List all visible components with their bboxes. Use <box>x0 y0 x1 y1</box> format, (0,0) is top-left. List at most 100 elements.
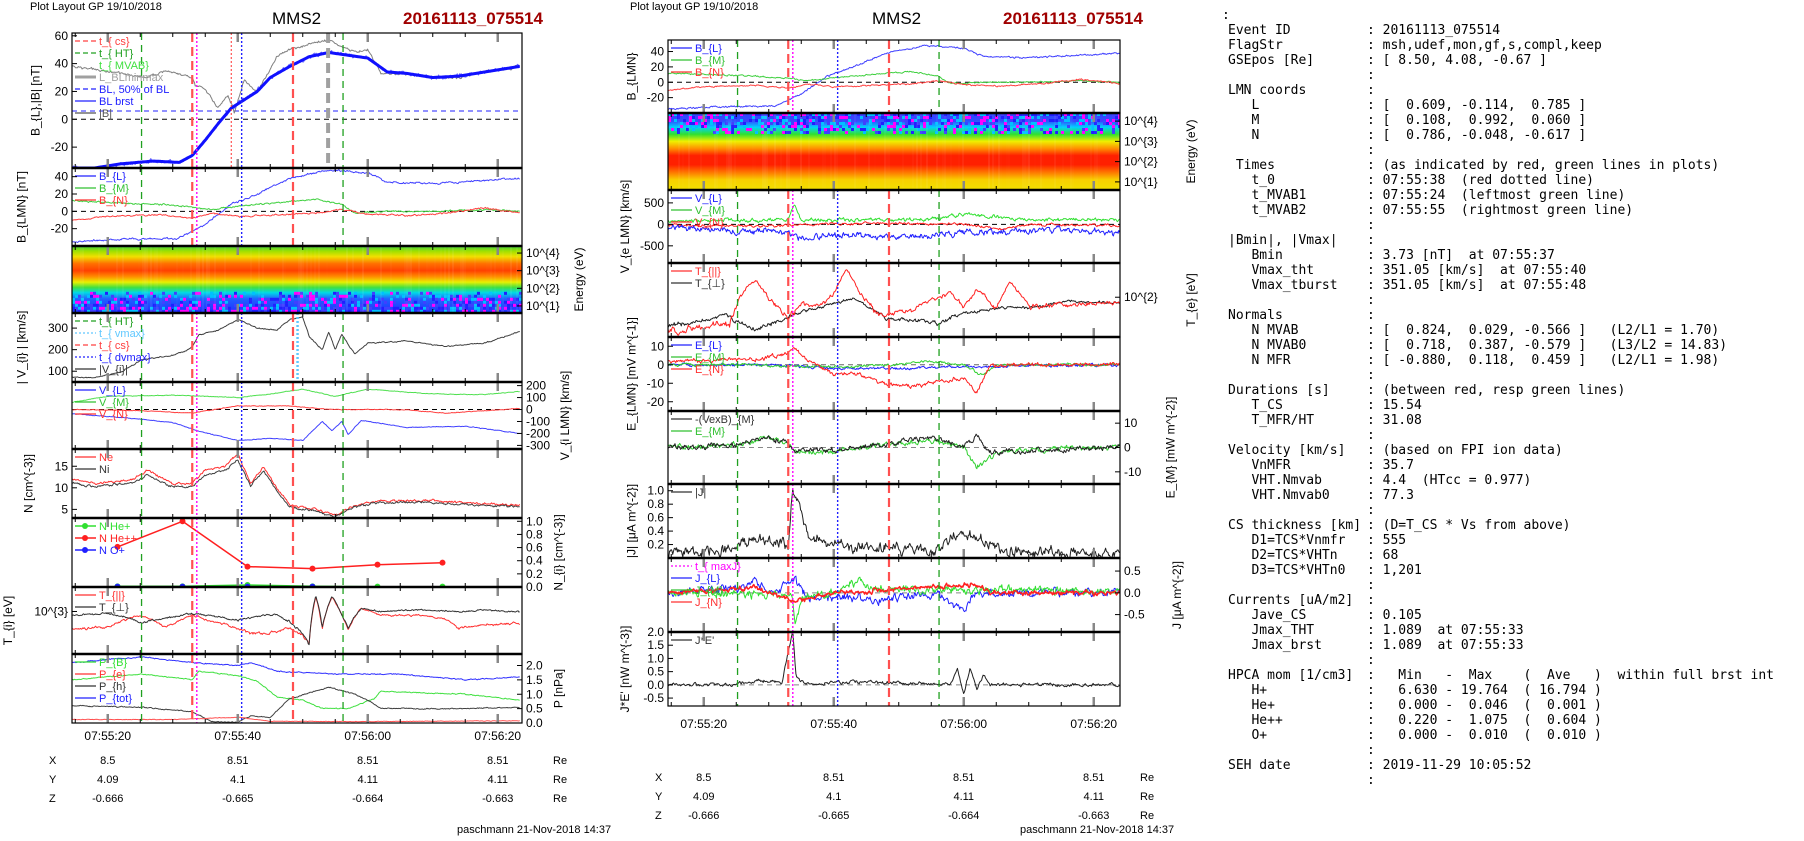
spectrogram-pixel <box>860 113 863 116</box>
legend-label: E_{L} <box>695 340 722 352</box>
spectrogram-pixel <box>336 291 339 295</box>
orbit-value: 8.5 <box>100 755 115 767</box>
spectrogram-pixel <box>875 116 878 119</box>
y-tick-label: 1.0 <box>647 651 664 665</box>
spectrogram-pixel <box>920 119 923 122</box>
x-tick-label: 07:55:20 <box>84 729 131 743</box>
spectrogram-pixel <box>755 116 758 119</box>
spectrogram-pixel <box>138 291 141 295</box>
spectrogram-pixel <box>887 116 890 119</box>
spectrogram-pixel <box>342 306 345 310</box>
spectrogram-pixel <box>402 303 405 307</box>
spectrogram-pixel <box>435 309 438 313</box>
series-V-M <box>72 388 520 404</box>
spectrogram-pixel <box>1115 116 1118 119</box>
spectrogram-pixel <box>309 300 312 304</box>
spectrogram-pixel <box>782 119 785 122</box>
spectrogram-pixel <box>507 309 510 313</box>
spectrogram-pixel <box>279 297 282 301</box>
info-value: : Min - Max ( Ave ) within full brst int <box>1367 668 1774 683</box>
orbit-value: -0.665 <box>222 793 253 805</box>
legend-entry: P_{B} <box>75 657 127 669</box>
spectrogram-pixel <box>165 309 168 313</box>
spectrogram-pixel <box>935 122 938 125</box>
info-label: N MFR <box>1228 353 1291 368</box>
spectrogram-pixel <box>812 116 815 119</box>
spectrogram-pixel <box>1112 128 1115 131</box>
spectrogram-column <box>352 246 354 313</box>
spectrogram-pixel <box>423 306 426 310</box>
spectrogram-column <box>310 246 312 313</box>
spectrogram-pixel <box>713 119 716 122</box>
spectrogram-column <box>716 113 718 190</box>
spectrogram-pixel <box>246 309 249 313</box>
legend-label: B_{L} <box>99 171 126 183</box>
left-figure-spacecraft: MMS2 <box>272 9 322 28</box>
spectrogram-pixel <box>267 297 270 301</box>
spectrogram-pixel <box>138 297 141 301</box>
spectrogram-pixel <box>435 300 438 304</box>
spectrogram-column <box>122 246 124 313</box>
spectrogram-pixel <box>504 306 507 310</box>
spectrogram-pixel <box>1010 113 1013 116</box>
spectrogram-pixel <box>962 131 965 134</box>
spectrogram-pixel <box>995 128 998 131</box>
spectrogram-pixel <box>878 131 881 134</box>
spectrogram-pixel <box>908 119 911 122</box>
spectrogram-pixel <box>761 116 764 119</box>
y-tick-label: 0.0 <box>526 716 543 730</box>
spectrogram-pixel <box>1082 119 1085 122</box>
spectrogram-pixel <box>668 113 671 116</box>
y-tick-label: 1.5 <box>647 638 664 652</box>
spectrogram-pixel <box>93 303 96 307</box>
spectrogram-pixel <box>848 122 851 125</box>
info-label: Vmax_tburst <box>1228 278 1338 293</box>
spectrogram-pixel <box>315 303 318 307</box>
info-label: Times <box>1228 158 1275 173</box>
spectrogram-pixel <box>309 291 312 295</box>
spectrogram-pixel <box>1076 122 1079 125</box>
info-label: t_MVAB2 <box>1228 203 1307 218</box>
spectrogram-pixel <box>851 116 854 119</box>
spectrogram-pixel <box>965 122 968 125</box>
spectrogram-pixel <box>192 300 195 304</box>
spectrogram-pixel <box>737 122 740 125</box>
info-label: t_MVAB1 <box>1228 188 1307 203</box>
spectrogram-pixel <box>315 297 318 301</box>
spectrogram-pixel <box>474 300 477 304</box>
spectrogram-pixel <box>255 306 258 310</box>
legend-label: V_{L} <box>695 193 722 205</box>
spectrogram-pixel <box>432 294 435 298</box>
spectrogram-column <box>1042 113 1044 190</box>
panel-plot-area <box>668 337 1120 411</box>
info-label: Velocity [km/s] <box>1228 443 1346 458</box>
spectrogram-pixel <box>977 116 980 119</box>
spectrogram-column <box>800 113 802 190</box>
spectrogram-pixel <box>72 300 75 304</box>
spectrogram-pixel <box>462 309 465 313</box>
spectrogram-pixel <box>719 113 722 116</box>
spectrogram-pixel <box>854 113 857 116</box>
panel-J: t_{ maxJ}J_{L}J_{M}J_{N}-0.50.00.5 J [μA … <box>667 556 1184 633</box>
spectrogram-pixel <box>351 300 354 304</box>
spectrogram-pixel <box>812 119 815 122</box>
y-tick-label: 0.4 <box>526 554 543 568</box>
spectrogram-pixel <box>791 119 794 122</box>
spectrogram-pixel <box>396 309 399 313</box>
spectrogram-pixel <box>1091 125 1094 128</box>
spectrogram-pixel <box>252 309 255 313</box>
spectrogram-column <box>1000 113 1002 190</box>
spectrogram-pixel <box>899 122 902 125</box>
spectrogram-pixel <box>707 113 710 116</box>
spectrogram-column <box>502 246 504 313</box>
spectrogram-pixel <box>195 300 198 304</box>
spectrogram-pixel <box>677 131 680 134</box>
spectrogram-pixel <box>992 122 995 125</box>
spectrogram-pixel <box>378 309 381 313</box>
info-value: : 68 <box>1367 548 1399 563</box>
spectrogram-pixel <box>980 113 983 116</box>
spectrogram-pixel <box>318 306 321 310</box>
spectrogram-pixel <box>297 306 300 310</box>
info-value: : 351.05 [km/s] at 07:55:48 <box>1367 278 1587 293</box>
spectrogram-pixel <box>177 309 180 313</box>
